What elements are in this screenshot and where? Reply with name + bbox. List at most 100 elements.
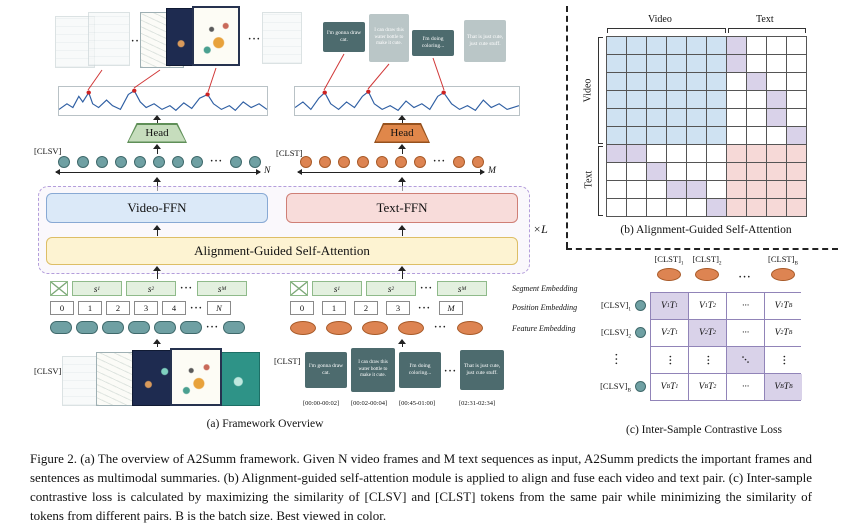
- video-feature: [50, 321, 72, 334]
- ellipsis: ···: [206, 322, 220, 333]
- attention-cell: [607, 163, 626, 180]
- attention-cell: [707, 109, 726, 126]
- panel-a-caption: (a) Framework Overview: [206, 418, 324, 430]
- similarity-cell: ···: [727, 347, 764, 373]
- attention-cell: [687, 109, 706, 126]
- video-head: Head: [127, 123, 187, 143]
- attention-cell: [647, 73, 666, 90]
- text-cls-token: [771, 268, 795, 281]
- attention-cell: [647, 55, 666, 72]
- video-token-row: ···: [58, 155, 262, 168]
- input-frame-thumbnail: [170, 348, 222, 406]
- attention-cell: [607, 127, 626, 144]
- attention-cell: [667, 181, 686, 198]
- attention-cell: [727, 145, 746, 162]
- ellipsis: ···: [210, 156, 224, 167]
- clsv-token-label: [CLSV]B: [600, 381, 631, 394]
- attention-cell: [767, 37, 786, 54]
- attention-cell: [727, 55, 746, 72]
- ellipsis: ···: [418, 302, 432, 314]
- video-importance-curve: [58, 88, 268, 112]
- video-token: [77, 155, 89, 168]
- text-ffn-box: Text-FFN: [286, 193, 518, 223]
- text-token: [472, 155, 485, 168]
- attention-cell: [747, 163, 766, 180]
- embedding-box: 2: [106, 301, 130, 315]
- attention-cell: [627, 37, 646, 54]
- similarity-cell: ···: [727, 374, 764, 400]
- panel-divider-vertical: [566, 6, 568, 248]
- attention-cell: [747, 199, 766, 216]
- text-importance-plot: [294, 86, 520, 116]
- attention-cell: [647, 199, 666, 216]
- attention-cell: [707, 163, 726, 180]
- video-position-row: 0 1 2 3 4 ··· N: [50, 301, 232, 315]
- attention-cell: [747, 181, 766, 198]
- panel-b-video-label: Video: [648, 14, 672, 25]
- video-feature: [76, 321, 98, 334]
- attention-cell: [707, 37, 726, 54]
- attention-cell: [627, 199, 646, 216]
- video-head-fill: [128, 124, 186, 142]
- embedding-box: M: [439, 301, 464, 315]
- text-token: [395, 155, 407, 168]
- panel-b-text-label: Text: [756, 14, 774, 25]
- attention-cell: [747, 127, 766, 144]
- clst-input-label: [CLST]: [274, 356, 301, 366]
- attention-cell: [647, 91, 666, 108]
- input-sentence: I'm doing coloring...: [399, 352, 441, 388]
- text-token: [376, 155, 388, 168]
- clst-column: [CLST]1: [650, 254, 688, 283]
- video-frame-thumbnail: [192, 6, 240, 66]
- text-feature: [362, 320, 388, 335]
- similarity-cell: ···: [689, 347, 726, 373]
- attention-cell: [767, 127, 786, 144]
- attention-cell: [687, 145, 706, 162]
- text-columns-bracket: [728, 28, 806, 33]
- flow-arrow: [398, 144, 406, 154]
- video-token: [172, 155, 184, 168]
- video-frame-thumbnail: [88, 12, 130, 66]
- text-position-row: 0 1 2 3 ··· M: [290, 301, 464, 315]
- attention-cell: [747, 145, 766, 162]
- attention-cell: [727, 199, 746, 216]
- attention-cell: [607, 145, 626, 162]
- segment-crosshatch-box: [50, 281, 68, 296]
- video-feature: [128, 321, 150, 334]
- text-feature: [398, 320, 424, 335]
- attention-cell: [607, 91, 626, 108]
- text-length-arrow: [297, 169, 485, 175]
- m-label: M: [488, 166, 496, 176]
- video-columns-bracket: [607, 28, 726, 33]
- similarity-cell: ···: [727, 293, 764, 319]
- timestamp: [00:00-00:02]: [303, 400, 340, 407]
- attention-cell: [667, 73, 686, 90]
- clsv-row: ···: [574, 346, 646, 372]
- clsv-row: [CLSV]2: [574, 319, 646, 345]
- ellipsis: ···: [434, 322, 448, 333]
- attention-cell: [767, 73, 786, 90]
- attention-cell: [627, 163, 646, 180]
- flow-arrow: [153, 144, 161, 154]
- attention-cell: [647, 109, 666, 126]
- video-rows-bracket: [598, 37, 603, 144]
- ellipsis: ···: [433, 156, 447, 167]
- clst-token-label: [CLST]2: [692, 254, 722, 267]
- video-token: [96, 155, 108, 168]
- attention-cell: [727, 181, 746, 198]
- attention-cell: [787, 37, 806, 54]
- attention-cell: [687, 163, 706, 180]
- clst-label: [CLST]: [276, 148, 303, 158]
- video-token: [249, 155, 262, 168]
- text-feature: [326, 320, 352, 335]
- ellipsis: ···: [131, 36, 145, 47]
- attention-cell: [707, 127, 726, 144]
- text-head: Head: [374, 123, 430, 143]
